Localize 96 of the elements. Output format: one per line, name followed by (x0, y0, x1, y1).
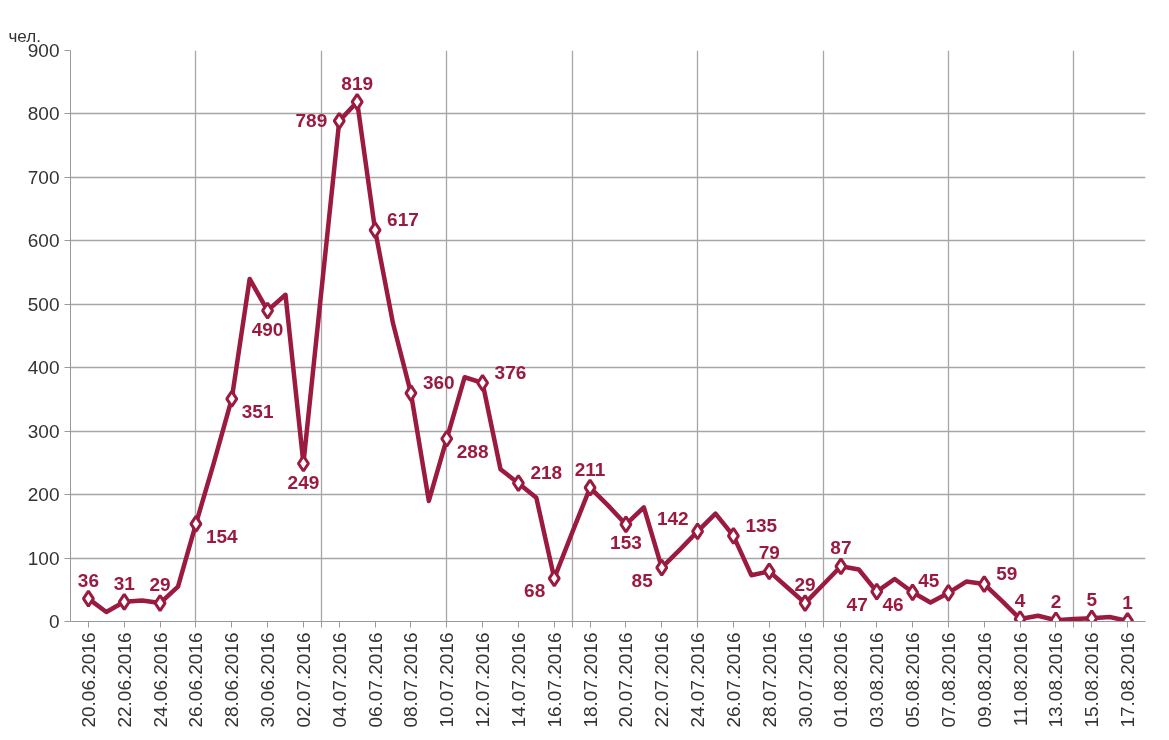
point (906, 583, 920, 602)
x-tick-label: 26.07.2016 (722, 632, 744, 728)
data-label: 79 (758, 542, 780, 564)
y-tick-label: 500 (27, 293, 60, 315)
data-label: 142 (656, 508, 689, 530)
point (834, 557, 848, 576)
data-label: 29 (149, 574, 171, 596)
data-label: 135 (745, 514, 778, 536)
point (619, 515, 633, 534)
data-label: 211 (574, 458, 606, 480)
x-tick-label: 24.06.2016 (149, 632, 171, 728)
x-tick-label: 01.08.2016 (830, 632, 852, 728)
data-label: 351 (241, 400, 274, 422)
x-tick-label: 08.07.2016 (400, 632, 422, 728)
x-tick-label: 22.06.2016 (113, 632, 135, 728)
y-tick-label: 100 (27, 547, 60, 569)
point (368, 221, 382, 240)
x-tick-label: 24.07.2016 (687, 632, 709, 728)
x-tick-label: 11.08.2016 (1009, 632, 1031, 727)
data-label: 153 (610, 532, 642, 554)
x-tick-label: 03.08.2016 (866, 632, 888, 728)
y-tick-label: 600 (27, 230, 60, 252)
y-tick-label: 400 (27, 357, 60, 379)
point (798, 594, 812, 613)
y-tick-label: 200 (27, 484, 60, 506)
point (117, 592, 131, 611)
data-label: 617 (387, 209, 419, 231)
data-label: 5 (1086, 589, 1098, 611)
x-tick-label: 06.07.2016 (364, 632, 386, 728)
data-label: 218 (530, 462, 563, 484)
point (941, 583, 955, 602)
y-tick-label: 300 (27, 420, 60, 442)
data-label: 288 (456, 440, 489, 462)
x-tick-label: 07.08.2016 (937, 632, 959, 728)
x-tick-label: 18.07.2016 (579, 632, 601, 728)
y-tick-label: 700 (27, 166, 60, 188)
data-label: 789 (295, 110, 328, 132)
data-label: 46 (882, 594, 904, 616)
x-tick-label: 28.07.2016 (758, 632, 780, 728)
x-tick-label: 10.07.2016 (436, 632, 458, 728)
data-label: 376 (494, 361, 527, 383)
point (440, 429, 454, 448)
point (225, 389, 239, 408)
x-tick-label: 05.08.2016 (902, 632, 924, 728)
y-tick-label: 0 (48, 611, 60, 632)
x-tick-label: 04.07.2016 (328, 632, 350, 728)
data-label: 29 (794, 574, 816, 596)
data-label: 59 (996, 563, 1018, 585)
x-tick-label: 02.07.2016 (292, 632, 314, 728)
data-label: 4 (1014, 589, 1026, 611)
y-tick-label: 800 (27, 103, 60, 125)
data-label: 45 (918, 569, 940, 591)
x-tick-label: 09.08.2016 (973, 632, 995, 728)
x-tick-label: 14.07.2016 (507, 632, 529, 728)
data-label: 249 (287, 471, 320, 493)
data-label: 31 (113, 572, 136, 594)
data-label: 490 (251, 318, 284, 340)
data-label: 819 (341, 72, 374, 94)
data-label: 47 (846, 593, 868, 615)
data-label: 85 (631, 569, 654, 591)
point (762, 562, 776, 581)
point (350, 92, 364, 111)
data-label: 2 (1050, 591, 1062, 613)
x-tick-label: 20.07.2016 (615, 632, 637, 728)
x-tick-label: 16.07.2016 (543, 632, 565, 728)
x-tick-label: 13.08.2016 (1045, 632, 1067, 728)
x-tick-label: 30.06.2016 (257, 632, 279, 728)
point (547, 569, 561, 588)
data-label: 1 (1122, 591, 1134, 613)
data-label: 360 (422, 372, 455, 394)
point (583, 478, 597, 497)
point (476, 373, 490, 392)
x-tick-label: 28.06.2016 (221, 632, 243, 728)
x-tick-label: 26.06.2016 (185, 632, 207, 728)
x-tick-label: 20.06.2016 (77, 632, 99, 728)
point (261, 301, 275, 320)
point (81, 589, 95, 608)
x-tick-label: 17.08.2016 (1117, 632, 1139, 728)
point (977, 575, 991, 594)
point (404, 384, 418, 403)
data-label: 87 (830, 537, 852, 559)
point (511, 474, 525, 493)
point (153, 594, 167, 613)
point (870, 582, 884, 601)
x-tick-label: 30.07.2016 (794, 632, 816, 728)
point (332, 111, 346, 130)
x-tick-label: 12.07.2016 (472, 632, 494, 728)
point (655, 558, 669, 577)
point (726, 526, 740, 545)
data-label: 154 (205, 525, 239, 547)
data-label: 36 (77, 569, 99, 591)
point (691, 522, 705, 541)
data-label: 68 (524, 580, 546, 602)
point (189, 514, 203, 533)
x-tick-label: 22.07.2016 (651, 632, 673, 728)
x-tick-label: 15.08.2016 (1081, 632, 1103, 728)
